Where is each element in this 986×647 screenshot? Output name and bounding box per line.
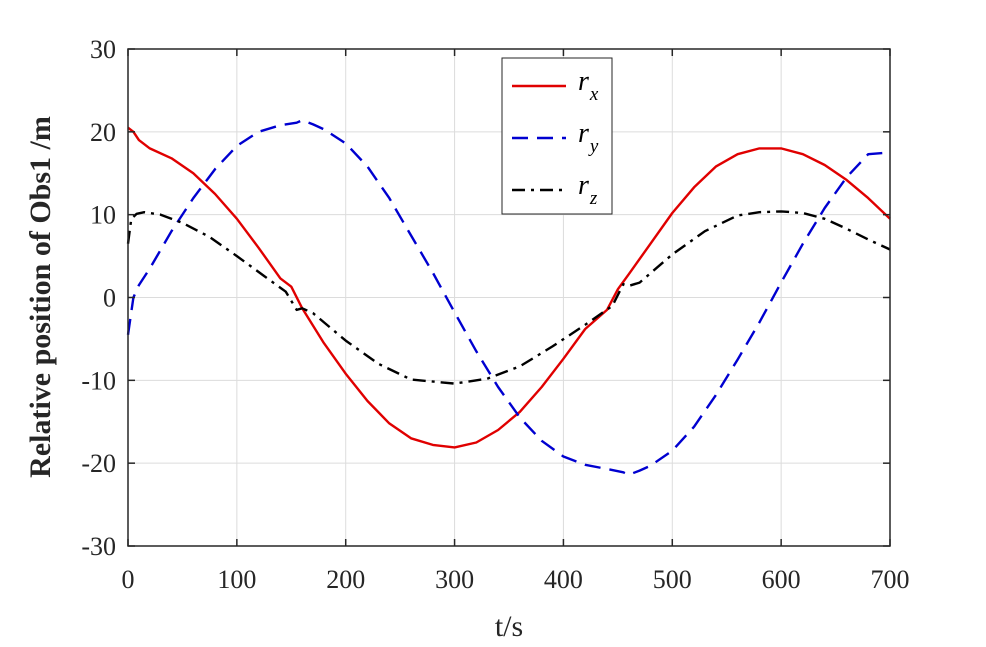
legend-box (501, 57, 613, 215)
x-tick-label: 200 (326, 565, 365, 594)
x-axis-title: t/s (495, 610, 523, 643)
y-tick-label: -30 (81, 532, 116, 561)
x-tick-label: 600 (762, 565, 801, 594)
legend-label-subscript: y (588, 136, 599, 157)
legend-label-r-y: ry (578, 118, 599, 157)
y-axis-title: Relative position of Obs1 /m (24, 116, 57, 478)
legend-label-main: r (578, 170, 589, 201)
legend-label-r-x: rx (578, 66, 599, 105)
y-tick-label: -10 (81, 366, 116, 395)
y-tick-label: 0 (103, 284, 116, 313)
y-tick-label: 20 (90, 118, 116, 147)
y-tick-label: 30 (90, 35, 116, 64)
x-tick-label: 300 (435, 565, 474, 594)
series-layer (126, 119, 891, 476)
x-tick-label: 100 (217, 565, 256, 594)
legend-label-subscript: z (589, 188, 598, 209)
x-tick-label: 700 (871, 565, 910, 594)
legend-label-subscript: x (589, 84, 599, 105)
legend-label-main: r (578, 118, 589, 149)
series-line-r-y (126, 119, 891, 476)
legend-label-main: r (578, 66, 589, 97)
x-tick-label: 0 (122, 565, 135, 594)
x-tick-label: 400 (544, 565, 583, 594)
series-line-r-x (127, 126, 891, 449)
legend-label-r-z: rz (578, 170, 598, 209)
y-tick-label: -20 (81, 449, 116, 478)
ticks: 0 100 200 300 400 500 600 700 -30 -20 -10 0 10 20 30 (81, 35, 909, 594)
x-tick-label: 500 (653, 565, 692, 594)
y-tick-label: 10 (90, 201, 116, 230)
